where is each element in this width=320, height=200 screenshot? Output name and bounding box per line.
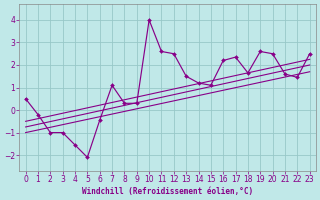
X-axis label: Windchill (Refroidissement éolien,°C): Windchill (Refroidissement éolien,°C) <box>82 187 253 196</box>
